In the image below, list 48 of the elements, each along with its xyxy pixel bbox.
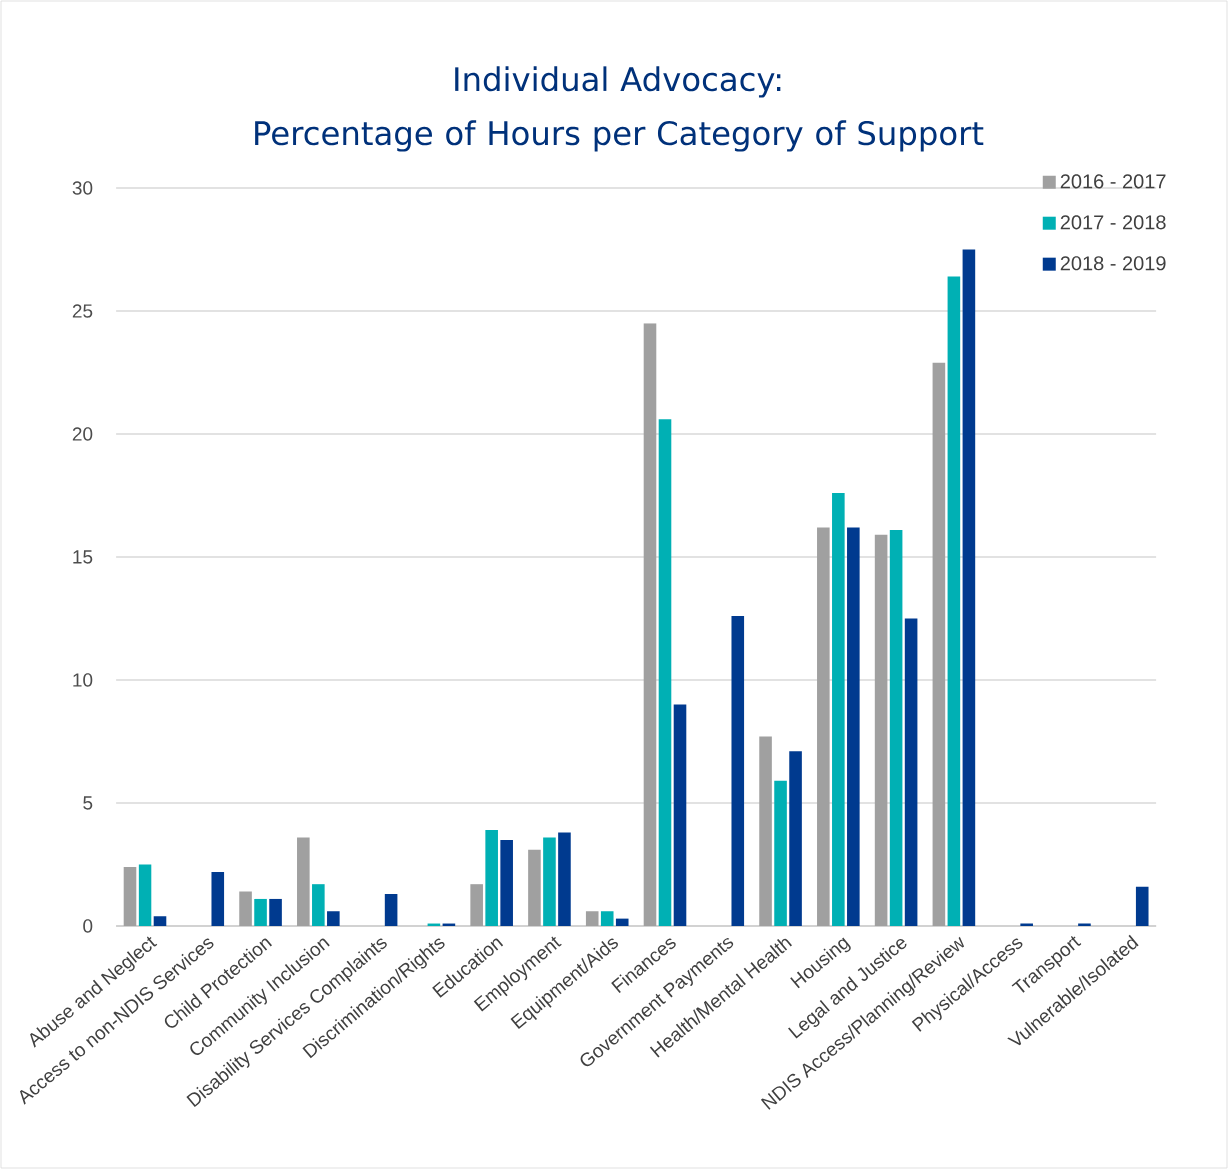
bar xyxy=(312,884,325,926)
bar xyxy=(817,527,830,926)
legend-label: 2016 - 2017 xyxy=(1060,174,1166,189)
bar xyxy=(673,704,687,926)
y-tick-label: 5 xyxy=(83,796,93,810)
y-tick-label: 30 xyxy=(72,181,93,195)
bar xyxy=(1135,886,1149,926)
legend-label: 2018 - 2019 xyxy=(1060,256,1166,271)
bar xyxy=(904,618,918,926)
y-tick-label: 0 xyxy=(83,919,93,933)
bar xyxy=(269,898,282,926)
bar xyxy=(759,736,772,926)
bar xyxy=(297,837,310,926)
bar xyxy=(327,911,340,926)
bar xyxy=(123,866,137,926)
bar xyxy=(643,323,657,926)
legend-label: 2017 - 2018 xyxy=(1060,215,1166,230)
bar xyxy=(962,249,976,926)
bar xyxy=(832,493,845,926)
bar xyxy=(789,751,802,926)
bar xyxy=(528,849,541,926)
bar xyxy=(774,780,787,926)
bar xyxy=(847,527,860,926)
chart-title: Individual Advocacy: Percentage of Hours per Category of Support xyxy=(255,66,984,152)
y-tick-label: 25 xyxy=(72,304,93,318)
bar xyxy=(947,276,961,926)
bar xyxy=(153,916,167,926)
bar xyxy=(470,884,483,926)
bar xyxy=(558,832,571,926)
bar xyxy=(874,534,888,926)
bar xyxy=(615,918,629,926)
bar xyxy=(384,894,398,926)
bar xyxy=(600,911,614,926)
bar xyxy=(932,362,946,926)
bar xyxy=(239,891,252,926)
bar xyxy=(211,871,225,926)
bar xyxy=(138,864,152,926)
bar xyxy=(500,839,513,926)
bar xyxy=(658,419,672,926)
y-tick-label: 20 xyxy=(72,427,93,441)
y-tick-label: 15 xyxy=(73,550,93,564)
bar xyxy=(889,529,903,926)
bar xyxy=(485,830,498,926)
bar xyxy=(543,837,556,926)
y-tick-label: 10 xyxy=(73,673,93,687)
bar xyxy=(731,616,745,926)
bar xyxy=(254,898,267,926)
bar xyxy=(585,911,599,926)
